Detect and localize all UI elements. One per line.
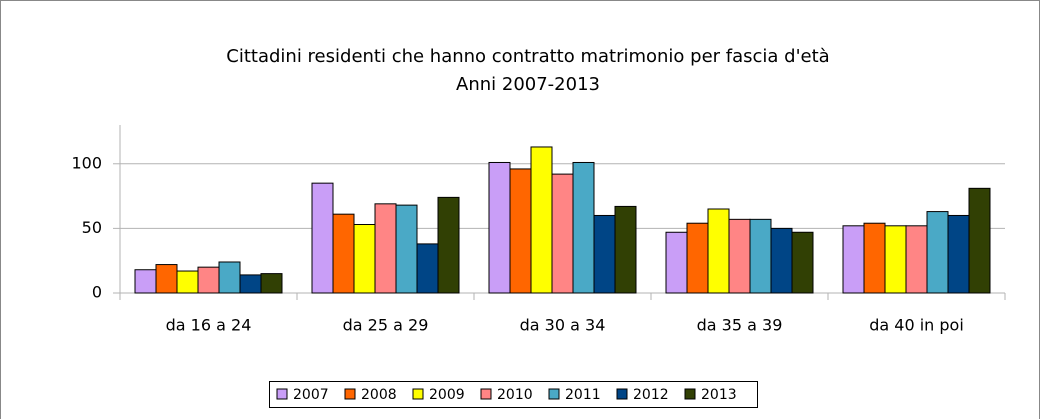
legend-label: 2007 [293, 387, 329, 403]
bar [134, 269, 157, 294]
bar [509, 168, 532, 294]
x-tick-label: da 25 a 29 [343, 316, 429, 335]
bar [842, 225, 865, 294]
legend-label: 2009 [429, 387, 465, 403]
legend-label: 2008 [361, 387, 397, 403]
chart-subtitle: Anni 2007-2013 [456, 74, 600, 95]
chart-title: Cittadini residenti che hanno contratto … [226, 46, 829, 67]
bar [572, 161, 595, 294]
bar [707, 208, 730, 294]
bar [218, 261, 241, 294]
bar [395, 204, 418, 294]
bar [593, 214, 616, 294]
bar [905, 225, 928, 294]
bar [155, 264, 178, 294]
legend: 2007 2008 2009 2010 2011 2012 2013 [269, 381, 758, 408]
bar [311, 182, 334, 294]
x-tick-label: da 16 a 24 [166, 316, 252, 335]
x-tick-label: da 35 a 39 [697, 316, 783, 335]
bar [260, 273, 283, 294]
bar [332, 213, 355, 294]
x-tick-label: da 40 in poi [869, 316, 964, 335]
legend-label: 2012 [633, 387, 669, 403]
bar [437, 196, 460, 294]
bar [686, 222, 709, 294]
bar [791, 231, 814, 294]
bar [884, 225, 907, 294]
legend-box [269, 381, 758, 408]
legend-label: 2011 [565, 387, 601, 403]
legend-swatch [616, 388, 628, 400]
bar [416, 243, 439, 294]
bar [770, 227, 793, 294]
bar [665, 231, 688, 294]
legend-swatch [344, 388, 356, 400]
x-tick-label: da 30 a 34 [520, 316, 606, 335]
bar [176, 270, 199, 294]
bar [530, 146, 553, 294]
bar [488, 161, 511, 294]
legend-swatch [276, 388, 288, 400]
bar [239, 274, 262, 294]
legend-swatch [412, 388, 424, 400]
bar [728, 218, 751, 294]
legend-swatch [548, 388, 560, 400]
bar [374, 203, 397, 294]
bar [749, 218, 772, 294]
legend-swatch [480, 388, 492, 400]
y-tick-label: 100 [71, 153, 102, 172]
legend-label: 2013 [701, 387, 737, 403]
bar [947, 214, 970, 294]
bar [353, 224, 376, 294]
bar [197, 266, 220, 294]
y-tick-label: 50 [82, 218, 102, 237]
y-tick-label: 0 [92, 283, 102, 302]
bar [551, 173, 574, 294]
legend-swatch [684, 388, 696, 400]
bar [863, 222, 886, 294]
bar [968, 187, 991, 294]
legend-label: 2010 [497, 387, 533, 403]
bar [926, 211, 949, 294]
bar [614, 205, 637, 294]
